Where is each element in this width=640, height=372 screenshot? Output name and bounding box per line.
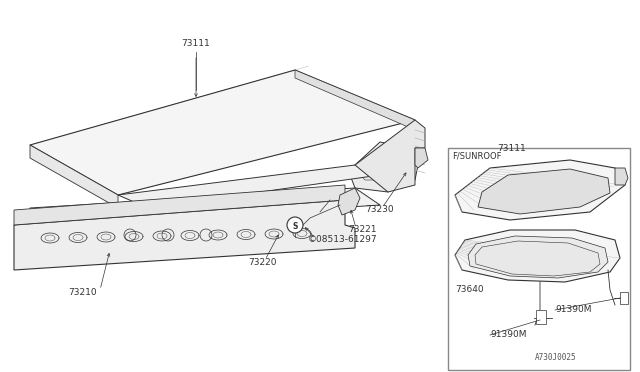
Text: ©08513-61297: ©08513-61297 xyxy=(308,235,378,244)
Text: 73220: 73220 xyxy=(248,258,276,267)
Text: 73221: 73221 xyxy=(348,225,376,234)
Polygon shape xyxy=(615,168,628,185)
Text: 73111: 73111 xyxy=(497,144,525,153)
Bar xyxy=(620,292,628,304)
Text: 91390M: 91390M xyxy=(490,330,527,339)
Bar xyxy=(536,310,546,324)
Polygon shape xyxy=(355,120,425,192)
Polygon shape xyxy=(14,185,345,225)
Polygon shape xyxy=(30,188,380,228)
Text: 73640: 73640 xyxy=(455,285,484,294)
Text: 91390M: 91390M xyxy=(555,305,591,314)
Text: S: S xyxy=(292,221,298,231)
Polygon shape xyxy=(118,165,380,208)
Polygon shape xyxy=(350,142,418,192)
Text: F/SUNROOF: F/SUNROOF xyxy=(452,151,502,160)
Text: 73210: 73210 xyxy=(68,288,97,297)
Polygon shape xyxy=(455,230,620,282)
Polygon shape xyxy=(30,70,415,195)
Polygon shape xyxy=(338,188,360,215)
Circle shape xyxy=(287,217,303,233)
Polygon shape xyxy=(295,70,415,130)
Bar xyxy=(448,148,630,370)
Polygon shape xyxy=(14,200,355,270)
Polygon shape xyxy=(475,241,600,276)
Text: A730J0025: A730J0025 xyxy=(535,353,577,362)
Text: 73230: 73230 xyxy=(365,205,394,214)
Polygon shape xyxy=(468,236,608,278)
Polygon shape xyxy=(455,160,625,220)
Polygon shape xyxy=(30,145,118,208)
Text: 73111: 73111 xyxy=(182,39,211,48)
Polygon shape xyxy=(478,169,610,214)
Polygon shape xyxy=(415,148,428,168)
